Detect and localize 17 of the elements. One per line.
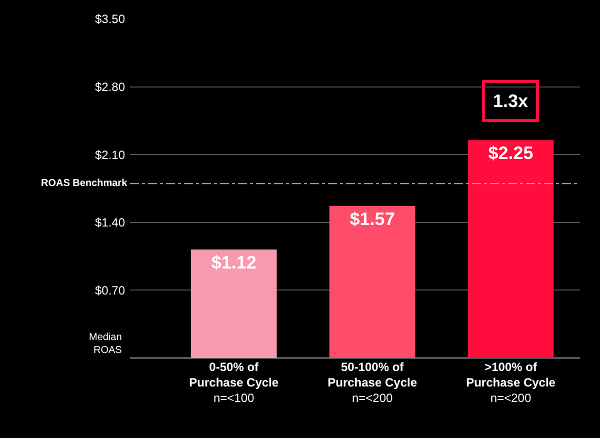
y-tick-label: $2.10	[94, 148, 126, 162]
bar	[468, 140, 554, 358]
ref-line-label: ROAS Benchmark	[41, 178, 128, 189]
y-tick-label: $0.70	[94, 283, 126, 298]
x-tick-label: >100% of Purchase Cycle n=<200	[466, 360, 556, 406]
annotation: 1.3x	[493, 91, 528, 111]
y-tick-label: $1.40	[94, 216, 126, 230]
data-label: $1.12	[211, 252, 256, 273]
x-tick-label: 0-50% of Purchase Cycle n=<100	[189, 360, 279, 406]
y-axis-title: Median ROAS	[89, 332, 122, 356]
bar	[190, 250, 277, 358]
y-tick-label: $2.80	[94, 80, 126, 94]
data-label: $1.57	[350, 208, 395, 229]
bar	[329, 206, 416, 358]
x-tick-label: 50-100% of Purchase Cycle n=<200	[328, 360, 418, 406]
y-tick-label: $3.50	[94, 12, 126, 26]
data-label: $2.25	[488, 143, 534, 164]
